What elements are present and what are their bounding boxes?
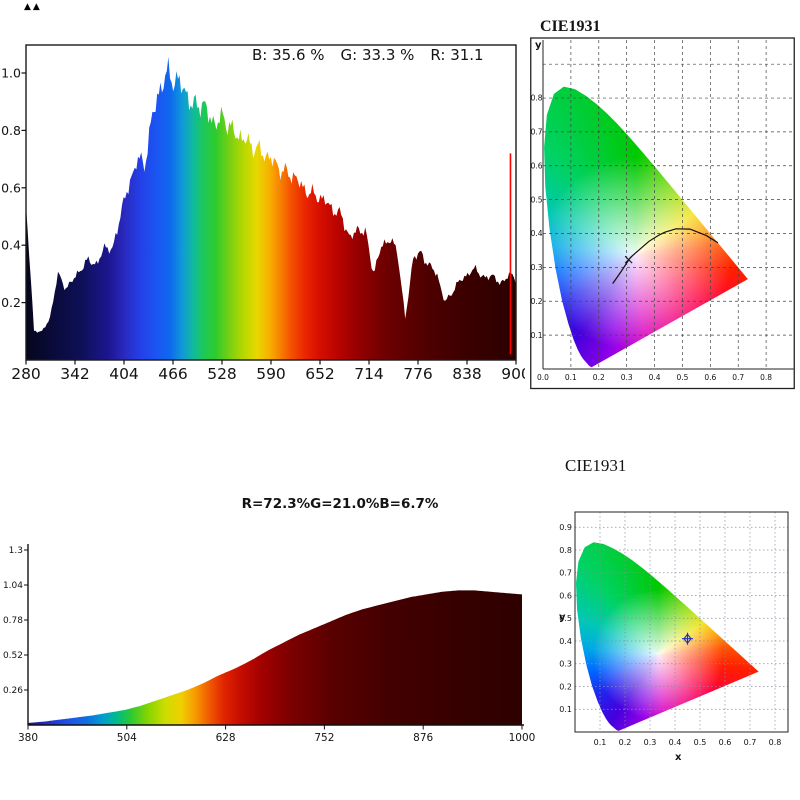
y-tick-label: 1.04 <box>3 581 23 591</box>
cie-y-tick-label: 0.3 <box>559 660 572 669</box>
cie-x-tick-label: 0.6 <box>704 373 716 382</box>
y-tick-label: 0.52 <box>3 651 23 661</box>
y-tick-label: 0.4 <box>1 238 21 253</box>
bottom-spectrum-area <box>28 590 522 725</box>
cie-x-tick-label: 0.8 <box>769 738 782 747</box>
bottom-spectrum-chart: 0.26 0.52 0.78 1.04 1.3 380 504 628 752 876 1000 <box>0 540 545 755</box>
cie-y-tick-label: 0.7 <box>559 569 572 578</box>
cie-y-tick-label: 0.2 <box>531 297 543 306</box>
y-tick-label: 0.6 <box>1 180 21 195</box>
cie-x-tick-label: 0.3 <box>621 373 633 382</box>
x-tick-label: 752 <box>314 732 334 744</box>
x-tick-label: 652 <box>305 365 335 383</box>
y-tick-label: 1.0 <box>1 66 21 81</box>
top-cie-overlay-svg: 0.0 0.1 0.2 0.3 0.4 0.5 0.6 0.7 0.8 0.1 0.2 0.3 0.4 0… <box>530 37 795 390</box>
bottom-spectrum-svg: 0.26 0.52 0.78 1.04 1.3 380 504 628 752 876 1000 <box>3 544 536 744</box>
cie-x-tick-label: 0.6 <box>719 738 732 747</box>
cie-x-tick-label: 0.4 <box>669 738 682 747</box>
x-tick-label: 466 <box>158 365 188 383</box>
x-tick-label: 590 <box>256 365 286 383</box>
blue-percentage: B: 35.6 % <box>252 46 325 64</box>
x-tick-label: 280 <box>11 365 41 383</box>
x-tick-label: 404 <box>109 365 139 383</box>
cie-y-tick-label: 0.7 <box>531 128 543 137</box>
cie-y-tick-label: 0.4 <box>531 229 543 238</box>
cie-x-tick-label: 0.7 <box>744 738 757 747</box>
cie-y-tick-label: 0.4 <box>559 637 572 646</box>
cie-y-tick-label: 0.8 <box>559 546 572 555</box>
cie-y-tick-label: 0.6 <box>531 161 543 170</box>
cie-y-tick-label: 0.6 <box>559 591 572 600</box>
cie-x-tick-label: 0.7 <box>732 373 744 382</box>
x-tick-label: 776 <box>403 365 433 383</box>
cie-y-tick-label: 0.5 <box>531 195 543 204</box>
cie-x-tick-label: 0.5 <box>676 373 688 382</box>
x-tick-label: 1000 <box>509 732 536 744</box>
cie-x-tick-label: 0.2 <box>593 373 605 382</box>
x-tick-label: 876 <box>413 732 433 744</box>
y-axis-label: y <box>535 40 542 51</box>
x-tick-label: 528 <box>207 365 237 383</box>
x-tick-label: 504 <box>117 732 137 744</box>
y-axis-label: y <box>559 612 566 623</box>
top-spectrum-svg: 0.2 0.4 0.6 0.8 1.0 280 342 404 466 528 590 652 714 7… <box>1 44 525 383</box>
x-tick-label: 900 <box>501 365 525 383</box>
y-tick-label: 0.26 <box>3 686 23 696</box>
cie-x-tick-label: 0.1 <box>594 738 607 747</box>
cie-frame <box>530 37 795 390</box>
white-point-marker <box>624 255 633 264</box>
y-tick-label: 0.78 <box>3 616 23 626</box>
cie-x-tick-label: 0.5 <box>694 738 707 747</box>
y-tick-label: 1.3 <box>9 546 23 556</box>
green-percentage: G: 33.3 % <box>340 46 415 64</box>
x-tick-label: 380 <box>18 732 38 744</box>
x-axis-label: x <box>675 752 682 763</box>
cie-y-tick-label: 0.8 <box>531 94 543 103</box>
rgb-percentage-readout: B: 35.6 % G: 33.3 % R: 31.1 <box>252 46 484 64</box>
cie-x-tick-label: 0.8 <box>760 373 772 382</box>
planckian-locus-curve <box>612 228 719 284</box>
cie-y-tick-label: 0.1 <box>531 331 543 340</box>
cie-title: CIE1931 <box>540 18 601 35</box>
top-spectrum-chart: 0.2 0.4 0.6 0.8 1.0 280 342 404 466 528 590 652 714 7… <box>0 30 525 395</box>
x-tick-label: 838 <box>452 365 482 383</box>
cie-frame <box>574 511 789 733</box>
top-spectrum-area <box>26 56 516 361</box>
cie-x-tick-label: 0.2 <box>619 738 632 747</box>
red-percentage: R: 31.1 <box>430 46 484 64</box>
x-tick-label: 714 <box>354 365 384 383</box>
corner-artifact-icon: ▲▲ <box>24 2 42 12</box>
top-cie-diagram: CIE1931 y 0.0 0.1 0.2 0.3 0.4 0.5 0.6 0.7 0.8 0.1… <box>530 18 796 395</box>
chromaticity-marker <box>682 632 693 645</box>
x-tick-label: 628 <box>216 732 236 744</box>
cie-y-tick-label: 0.1 <box>559 705 572 714</box>
cie-y-tick-label: 0.3 <box>531 263 543 272</box>
cie-title: CIE1931 <box>565 456 627 475</box>
cie-y-tick-label: 0.5 <box>559 614 572 623</box>
y-tick-label: 0.8 <box>1 123 21 138</box>
cie-x-tick-label: 0.3 <box>644 738 657 747</box>
cie-y-tick-label: 0.9 <box>559 523 572 532</box>
cie-x-tick-label: 0.4 <box>649 373 661 382</box>
y-tick-label: 0.2 <box>1 295 21 310</box>
x-tick-label: 342 <box>60 365 90 383</box>
bottom-cie-overlay-svg: 0.1 0.2 0.3 0.4 0.5 0.6 0.7 0.8 0.1 0.2 0.3 0.4 0.5 0… <box>559 511 789 747</box>
cie-x-tick-label: 0.0 <box>537 373 549 382</box>
bottom-cie-diagram: CIE1931 y x 0.1 0.2 0.3 0.4 0.5 0.6 0.7 0.8 0.1 0… <box>555 452 800 774</box>
bottom-chart-title: R=72.3%G=21.0%B=6.7% <box>241 496 439 512</box>
cie-y-tick-label: 0.2 <box>559 682 572 691</box>
cie-x-tick-label: 0.1 <box>565 373 577 382</box>
